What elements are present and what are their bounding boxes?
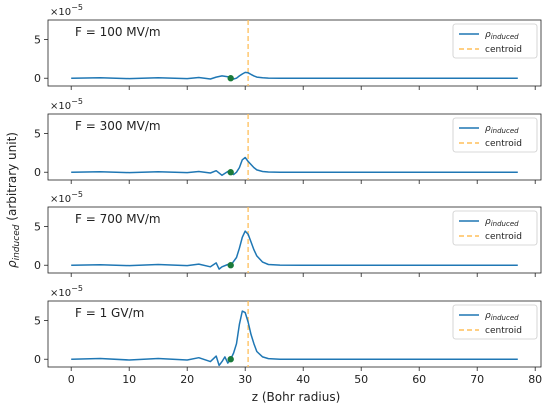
- panel-2: 0 5 ×10−5 F = 300 MV/m ρinduced centroid: [34, 97, 542, 184]
- panel-3: 0 5 ×10−5 F = 700 MV/m ρinduced centroid: [34, 190, 542, 277]
- y-axis-label-sub: induced: [12, 224, 22, 260]
- scale-label: ×10−5: [50, 97, 83, 112]
- y-tick-label: 5: [34, 33, 41, 46]
- plot-frame: [47, 300, 542, 368]
- x-tick-label: 60: [412, 373, 426, 386]
- legend-label-line: ρinduced: [485, 217, 519, 228]
- legend-box: [452, 23, 538, 59]
- legend-label-centroid: centroid: [485, 326, 522, 336]
- plot-frame: [47, 19, 542, 87]
- legend-label-centroid: centroid: [485, 45, 522, 55]
- x-tick-label: 50: [354, 373, 368, 386]
- legend-box: [452, 210, 538, 246]
- legend-label-line-sub: induced: [491, 127, 519, 135]
- data-point-marker: [227, 75, 234, 82]
- series-line-rho-induced: [71, 230, 518, 270]
- y-tick-label: 5: [34, 314, 41, 327]
- legend-label-line: ρinduced: [485, 30, 519, 41]
- panel-4: 050 10 20 30 40 50 60 70 80×10−5F = 1 GV/m ρinduc…: [34, 284, 542, 386]
- panel-annotation: F = 300 MV/m: [75, 119, 161, 133]
- plot-frame: [47, 113, 542, 181]
- x-axis-label: z (Bohr radius): [252, 390, 341, 404]
- x-tick-label: 0: [68, 373, 75, 386]
- legend-box: [452, 117, 538, 153]
- legend-label-line: ρinduced: [485, 124, 519, 135]
- series-line-rho-induced: [71, 156, 518, 177]
- y-tick-label: 0: [34, 72, 41, 85]
- scale-label: ×10−5: [50, 284, 83, 299]
- panel-annotation: F = 1 GV/m: [75, 306, 144, 320]
- legend-label-centroid: centroid: [485, 232, 522, 242]
- scale-exponent: −5: [71, 284, 83, 293]
- series-line-rho-induced: [71, 310, 518, 367]
- legend-box: [452, 304, 538, 340]
- plot-frame: [47, 206, 542, 274]
- panel-1: 0 5 ×10−5 F = 100 MV/m ρinduced centroid: [34, 3, 542, 90]
- panel-annotation: F = 700 MV/m: [75, 212, 161, 226]
- x-tick-label: 10: [122, 373, 136, 386]
- legend-label-centroid: centroid: [485, 139, 522, 149]
- y-tick-label: 5: [34, 127, 41, 140]
- x-tick-label: 70: [470, 373, 484, 386]
- legend-label-line-sub: induced: [491, 314, 519, 322]
- y-tick-label: 5: [34, 220, 41, 233]
- y-tick-label: 0: [34, 353, 41, 366]
- legend-label-line-sub: induced: [491, 33, 519, 41]
- y-axis-label: ρinduced (arbitrary unit): [5, 132, 22, 268]
- legend-label-line: ρinduced: [485, 311, 519, 322]
- x-tick-label: 20: [180, 373, 194, 386]
- series-line-rho-induced: [71, 71, 518, 80]
- data-point-marker: [227, 169, 234, 176]
- y-axis-label-main: ρ: [5, 260, 19, 268]
- scale-exponent: −5: [71, 97, 83, 106]
- x-tick-label: 80: [528, 373, 542, 386]
- data-point-marker: [227, 262, 234, 269]
- scale-label: ×10−5: [50, 190, 83, 205]
- scale-label: ×10−5: [50, 3, 83, 18]
- scale-exponent: −5: [71, 3, 83, 12]
- panel-annotation: F = 100 MV/m: [75, 25, 161, 39]
- x-tick-label: 30: [238, 373, 252, 386]
- y-tick-label: 0: [34, 166, 41, 179]
- legend-label-line-sub: induced: [491, 220, 519, 228]
- y-tick-label: 0: [34, 259, 41, 272]
- y-axis-label-rest: (arbitrary unit): [5, 132, 19, 225]
- data-point-marker: [227, 356, 234, 363]
- scale-exponent: −5: [71, 190, 83, 199]
- x-tick-label: 40: [296, 373, 310, 386]
